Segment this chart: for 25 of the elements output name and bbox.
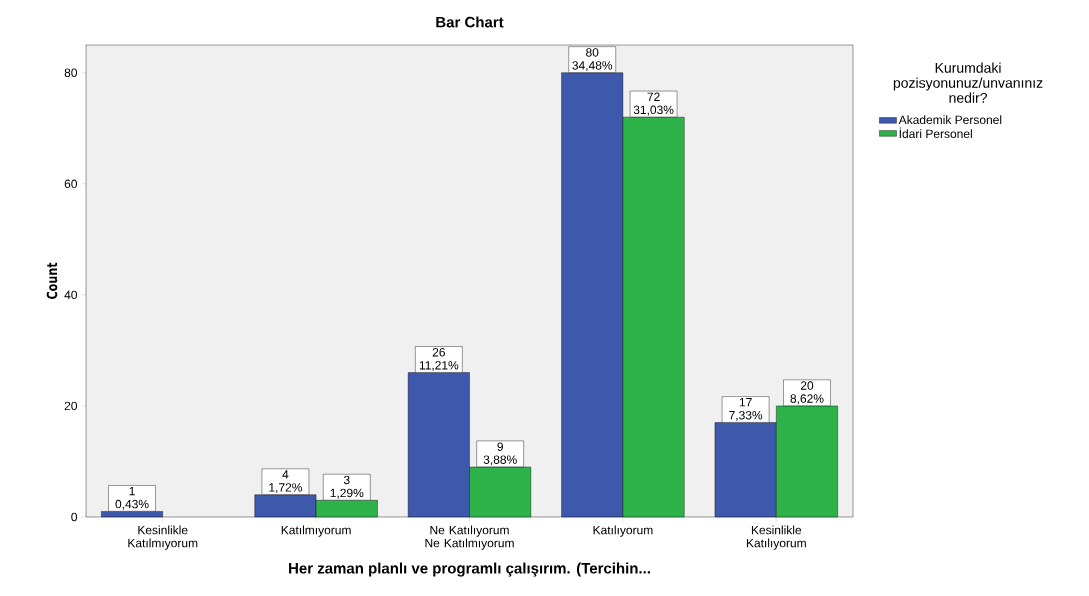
- y-tick-label: 60: [64, 179, 78, 189]
- data-label: 80 34,48%: [572, 48, 613, 72]
- data-label: 1 0,43%: [115, 486, 149, 510]
- legend-label: Akademik Personel: [898, 115, 1002, 125]
- chart-title: Bar Chart: [436, 16, 504, 28]
- data-label: 26 11,21%: [419, 348, 459, 371]
- data-label: 9 3,88%: [483, 442, 517, 466]
- y-tick-label: 0: [71, 512, 78, 522]
- y-tick-label: 40: [64, 290, 78, 300]
- y-tick-label: 80: [64, 68, 78, 77]
- data-label: 20 8,62%: [790, 381, 824, 405]
- data-label: 72 31,03%: [633, 92, 674, 116]
- x-tick-label: Kesinlikle Katılmıyorum: [128, 525, 198, 550]
- y-tick-label: 20: [64, 401, 78, 411]
- x-tick-label: Katılıyorum: [593, 525, 653, 537]
- x-axis-title: Her zaman planlı ve programlı çalışırım. (Tercihin...: [289, 562, 650, 577]
- legend-label: İdari Personel: [899, 127, 972, 138]
- legend-title: Kurumdaki pozisyonunuz/unvanınız nedir?: [893, 62, 1043, 103]
- x-tick-label: Kesinlikle Katılıyorum: [746, 525, 806, 550]
- y-axis-title: Count: [46, 262, 58, 300]
- data-label: 3 1,29%: [330, 475, 364, 499]
- data-label: 17 7,33%: [729, 398, 763, 421]
- x-tick-label: Katılmıyorum: [281, 525, 351, 537]
- data-label: 4 1,72%: [269, 470, 303, 494]
- x-tick-label: Ne Katılıyorum Ne Katılmıyorum: [425, 525, 514, 550]
